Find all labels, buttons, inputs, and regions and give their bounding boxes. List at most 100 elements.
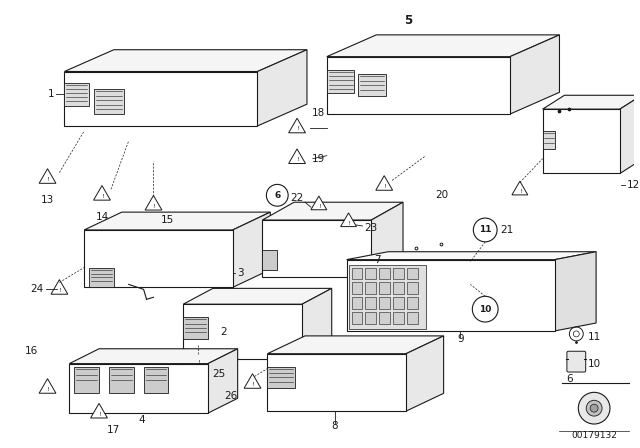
Text: 6: 6 xyxy=(274,191,280,200)
Polygon shape xyxy=(554,252,596,331)
Polygon shape xyxy=(69,349,237,364)
Text: !: ! xyxy=(317,204,320,209)
Bar xyxy=(365,297,376,309)
Circle shape xyxy=(590,404,598,412)
Polygon shape xyxy=(89,267,114,287)
Text: 5: 5 xyxy=(404,13,412,26)
Bar xyxy=(380,312,390,324)
Polygon shape xyxy=(358,74,386,96)
Circle shape xyxy=(266,185,288,206)
Text: 2: 2 xyxy=(220,327,227,337)
Polygon shape xyxy=(183,304,302,359)
Polygon shape xyxy=(268,366,295,388)
Circle shape xyxy=(586,400,602,416)
Polygon shape xyxy=(69,364,208,413)
Bar xyxy=(407,312,418,324)
Polygon shape xyxy=(262,220,371,277)
Text: !: ! xyxy=(348,220,350,225)
Text: 21: 21 xyxy=(500,225,513,235)
Text: 10: 10 xyxy=(479,305,492,314)
Text: !: ! xyxy=(251,382,254,387)
Bar xyxy=(393,297,404,309)
Text: 11: 11 xyxy=(588,332,602,342)
Polygon shape xyxy=(143,366,168,393)
Polygon shape xyxy=(183,317,208,339)
Bar xyxy=(407,282,418,294)
Polygon shape xyxy=(91,403,108,418)
Polygon shape xyxy=(376,176,392,190)
Bar xyxy=(365,282,376,294)
Circle shape xyxy=(579,392,610,424)
Text: 17: 17 xyxy=(107,425,120,435)
Circle shape xyxy=(472,296,498,322)
Text: 7: 7 xyxy=(374,254,381,265)
Text: 23: 23 xyxy=(364,223,378,233)
Text: 11: 11 xyxy=(479,225,492,234)
Polygon shape xyxy=(327,56,510,114)
Bar xyxy=(407,297,418,309)
Text: !: ! xyxy=(518,189,521,194)
Text: 16: 16 xyxy=(24,346,38,356)
Text: !: ! xyxy=(152,204,155,209)
Text: !: ! xyxy=(58,288,61,293)
Text: 26: 26 xyxy=(225,391,237,401)
Text: 6: 6 xyxy=(566,375,573,384)
Text: 25: 25 xyxy=(212,369,225,379)
Polygon shape xyxy=(65,72,257,126)
Polygon shape xyxy=(620,95,640,173)
Text: 8: 8 xyxy=(332,421,338,431)
Polygon shape xyxy=(327,35,559,56)
Text: 1: 1 xyxy=(48,89,54,99)
Polygon shape xyxy=(289,149,305,164)
Text: 22: 22 xyxy=(290,193,303,203)
Polygon shape xyxy=(51,280,68,294)
Polygon shape xyxy=(347,252,596,260)
Polygon shape xyxy=(406,336,444,411)
Text: 20: 20 xyxy=(436,190,449,200)
Polygon shape xyxy=(74,366,99,393)
Bar xyxy=(380,267,390,280)
Polygon shape xyxy=(145,195,162,210)
Text: !: ! xyxy=(296,126,298,131)
Text: !: ! xyxy=(196,360,199,365)
Text: 10: 10 xyxy=(588,358,602,369)
Bar xyxy=(365,312,376,324)
Text: !: ! xyxy=(46,387,49,392)
Polygon shape xyxy=(268,354,406,411)
Bar xyxy=(351,282,362,294)
Polygon shape xyxy=(94,89,124,114)
Circle shape xyxy=(474,218,497,242)
Text: 19: 19 xyxy=(312,154,325,164)
Polygon shape xyxy=(302,289,332,359)
Text: 12: 12 xyxy=(627,181,640,190)
Polygon shape xyxy=(543,95,640,109)
Polygon shape xyxy=(65,83,89,106)
Text: 14: 14 xyxy=(95,212,109,222)
Bar xyxy=(393,282,404,294)
Polygon shape xyxy=(244,374,261,388)
Polygon shape xyxy=(257,50,307,126)
Polygon shape xyxy=(65,50,307,72)
Polygon shape xyxy=(208,349,237,413)
Text: 00179132: 00179132 xyxy=(571,431,617,440)
Text: 4: 4 xyxy=(138,415,145,425)
Polygon shape xyxy=(347,260,554,331)
Polygon shape xyxy=(349,265,426,329)
Polygon shape xyxy=(268,336,444,354)
Polygon shape xyxy=(289,118,305,133)
Bar xyxy=(393,267,404,280)
Polygon shape xyxy=(84,212,270,230)
Bar xyxy=(351,312,362,324)
Polygon shape xyxy=(311,196,327,210)
Text: !: ! xyxy=(98,412,100,417)
Polygon shape xyxy=(512,181,528,195)
Bar xyxy=(365,267,376,280)
Polygon shape xyxy=(233,212,270,287)
Text: !: ! xyxy=(100,194,103,199)
Text: 13: 13 xyxy=(41,195,54,205)
Polygon shape xyxy=(543,131,554,149)
Text: !: ! xyxy=(296,157,298,162)
Polygon shape xyxy=(93,185,111,200)
Polygon shape xyxy=(39,169,56,183)
Bar xyxy=(380,297,390,309)
